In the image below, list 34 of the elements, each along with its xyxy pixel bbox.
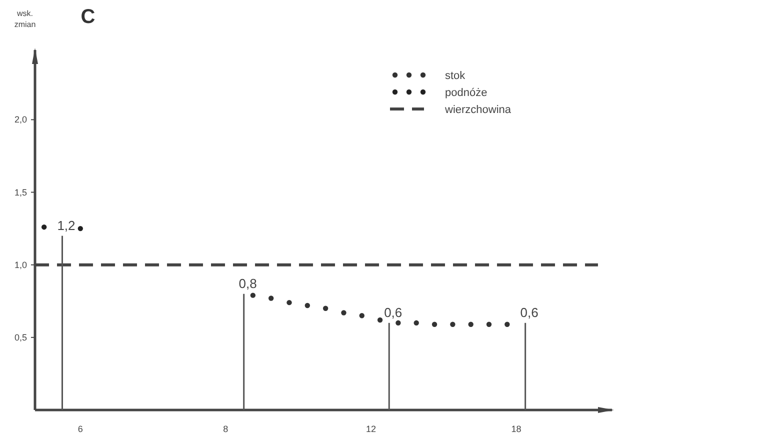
point xyxy=(250,292,256,298)
point xyxy=(414,320,419,326)
x-tick-label: 18 xyxy=(511,424,522,434)
y-tick-label: 2,0 xyxy=(14,114,27,125)
point xyxy=(268,296,274,301)
point xyxy=(377,317,383,323)
x-tick-label: 12 xyxy=(366,424,376,434)
point xyxy=(341,310,346,316)
point xyxy=(322,306,328,311)
point xyxy=(450,322,456,327)
data-label: 0,8 xyxy=(238,276,257,291)
point xyxy=(359,313,364,318)
legend-label: wierzchowina xyxy=(444,104,512,116)
chart-title: C xyxy=(80,6,96,28)
data-label: 0,6 xyxy=(520,304,538,320)
y-tick-label: 0,5 xyxy=(14,332,27,342)
x-tick-label: 8 xyxy=(223,424,228,434)
point xyxy=(432,322,438,327)
point xyxy=(396,320,401,326)
x-tick-label: 6 xyxy=(78,424,83,434)
y-axis-title: wsk. zmian xyxy=(14,9,36,29)
point xyxy=(41,224,47,230)
data-label: 1,2 xyxy=(57,218,76,233)
point xyxy=(304,302,310,308)
point xyxy=(486,322,492,327)
point xyxy=(504,322,510,327)
point xyxy=(286,300,292,306)
y-tick-label: 1,0 xyxy=(14,260,27,270)
data-label: 0,6 xyxy=(384,304,402,320)
point xyxy=(468,322,474,327)
legend-label: podnóże xyxy=(445,87,488,99)
point xyxy=(78,226,83,232)
legend-label: stok xyxy=(445,70,466,82)
y-tick-label: 1,5 xyxy=(14,187,27,198)
